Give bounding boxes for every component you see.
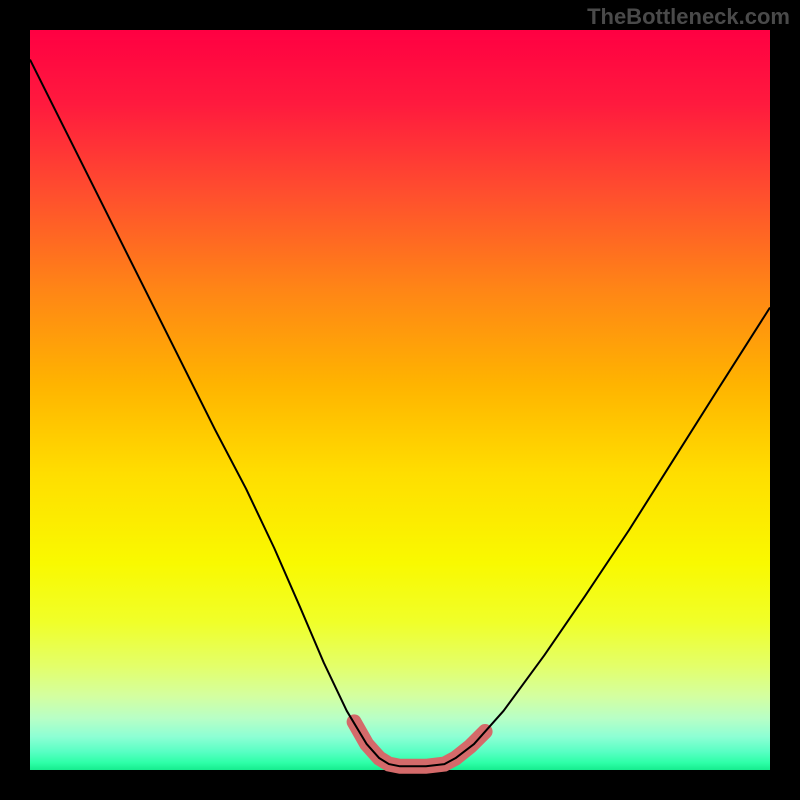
watermark-text: TheBottleneck.com xyxy=(587,4,790,30)
chart-root: TheBottleneck.com xyxy=(0,0,800,800)
highlight-segment xyxy=(354,722,485,766)
bottleneck-curve xyxy=(30,60,770,767)
chart-overlay xyxy=(0,0,800,800)
